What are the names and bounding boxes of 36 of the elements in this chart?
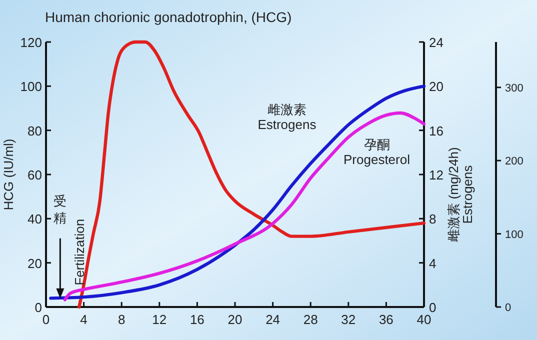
y3-tick-label: 300: [505, 82, 524, 94]
y-tick-label: 100: [20, 79, 42, 94]
x-tick-label: 12: [152, 312, 167, 327]
x-tick-label: 40: [416, 312, 432, 327]
y-tick-label: 60: [28, 168, 42, 182]
y3-tick-label: 100: [505, 228, 524, 241]
x-tick-label: 24: [266, 312, 280, 327]
series-label: 孕酮 Progesterol: [344, 137, 410, 168]
y3-tick-label: 0: [505, 302, 512, 314]
y2-tick-label: 12: [429, 168, 444, 182]
y-tick-label: 80: [28, 123, 42, 138]
annotation: Fertilization: [72, 218, 87, 286]
x-tick-label: 36: [378, 312, 394, 327]
y-tick-label: 40: [28, 212, 42, 227]
x-tick-label: 8: [118, 312, 126, 327]
y2-tick-label: 0: [429, 300, 436, 315]
x-tick-label: 20: [228, 312, 242, 327]
series-label: 雌激素 Estrogens: [258, 102, 317, 132]
annotation: 受精: [54, 193, 67, 226]
y2-tick-label: 4: [429, 256, 436, 271]
y-tick-label: 120: [20, 35, 42, 50]
x-tick-label: 16: [190, 312, 204, 327]
line-series: [49, 84, 426, 300]
y2-tick-label: 8: [429, 212, 436, 227]
y2-tick-label: 16: [429, 123, 444, 138]
y2-tick-label: 20: [429, 79, 444, 94]
y2-axis-title: 雌激素 (mg/24h) Estrogens: [446, 147, 475, 242]
x-tick-label: 28: [303, 312, 318, 327]
chart-title: Human chorionic gonadotrophin, (HCG): [45, 9, 292, 25]
y-tick-label: 20: [28, 256, 42, 271]
x-tick-label: 32: [341, 312, 356, 327]
y2-tick-label: 24: [429, 35, 444, 50]
y-axis-title: HCG (IU/ml): [1, 138, 16, 210]
y3-tick-label: 200: [505, 156, 524, 168]
x-tick-label: 4: [80, 312, 88, 327]
y-tick-label: 0: [34, 300, 42, 315]
